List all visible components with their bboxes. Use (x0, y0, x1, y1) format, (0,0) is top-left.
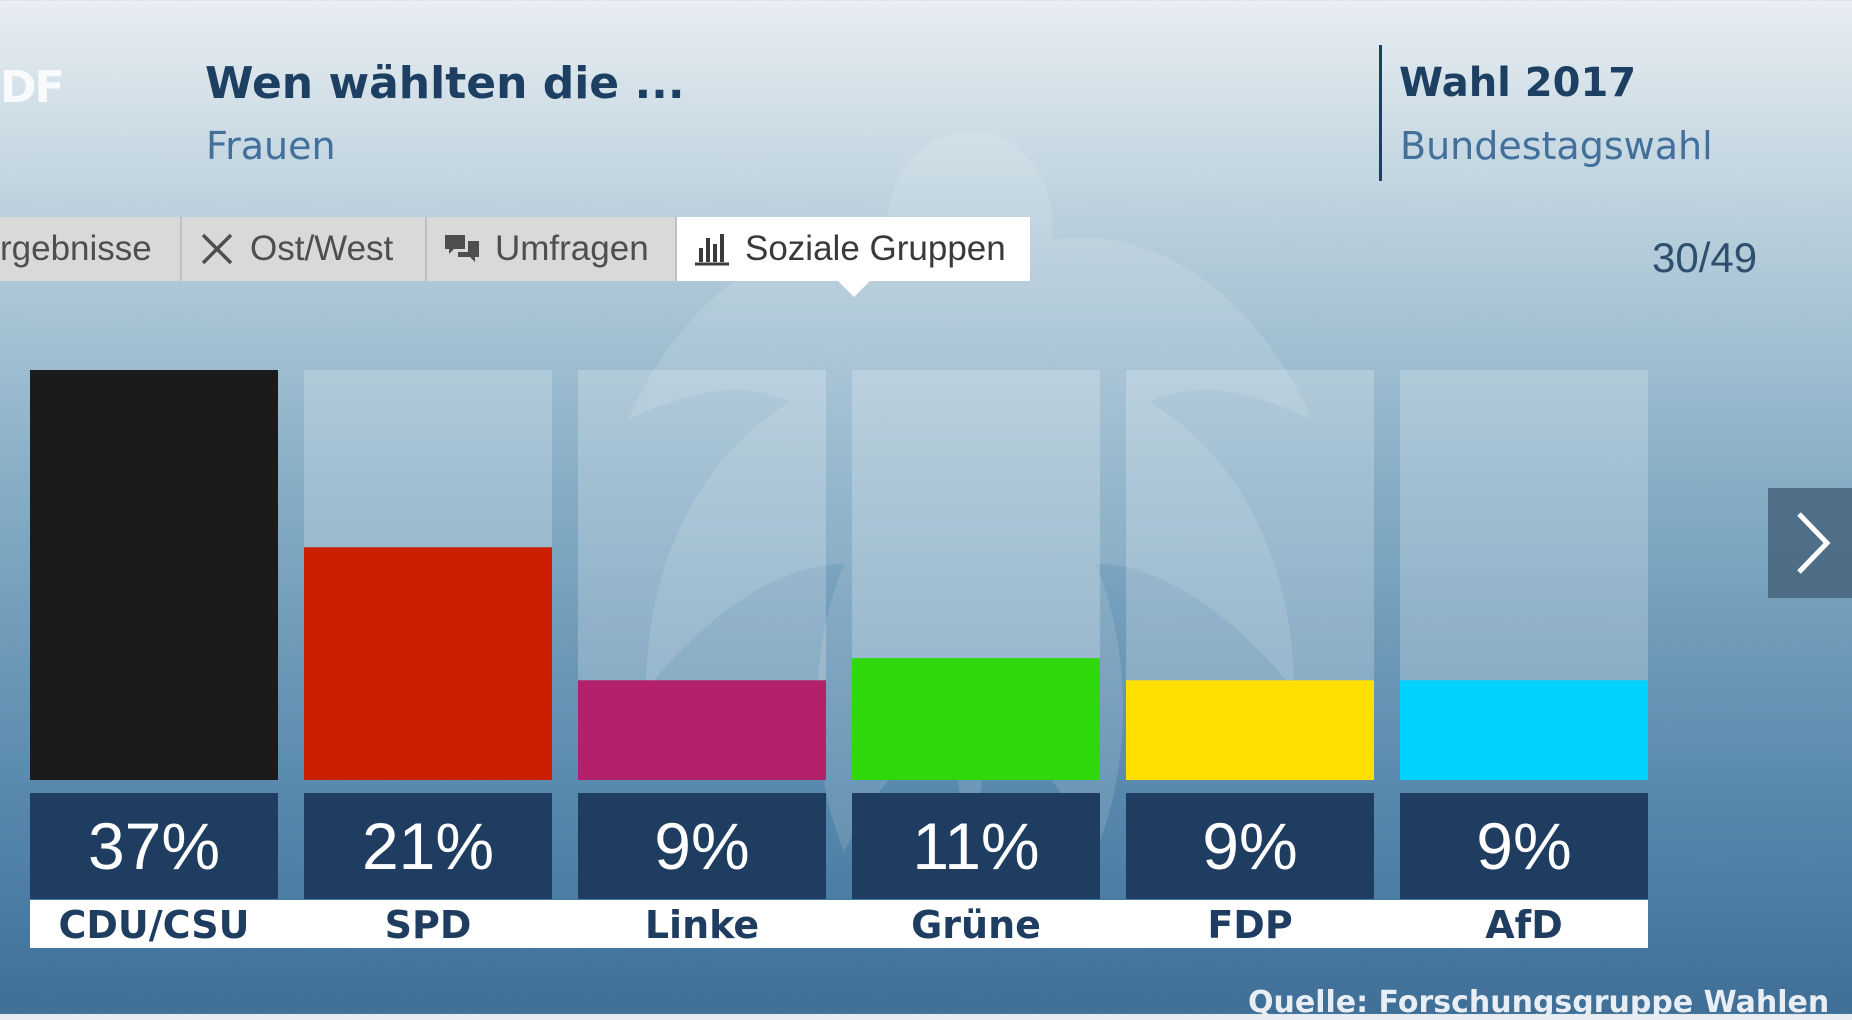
bar-gr-ne (852, 658, 1100, 780)
category-label: Linke (645, 903, 759, 947)
category-label: AfD (1485, 903, 1562, 947)
tab-label: rgebnisse (0, 229, 152, 268)
page-counter: 30/49 (1652, 234, 1758, 281)
category-label: CDU/CSU (59, 903, 250, 947)
value-box (30, 793, 278, 899)
chevron-right-icon (1797, 512, 1831, 574)
category-label: FDP (1207, 903, 1292, 947)
eagle-watermark (628, 132, 1312, 888)
category-label-band (30, 900, 1648, 948)
tab-ergebnisse[interactable]: rgebnisse (0, 217, 182, 281)
page-title: Wen wählten die ... (205, 58, 685, 109)
source-note: Quelle: Forschungsgruppe Wahlen (1248, 985, 1830, 1020)
value-label: 37% (88, 809, 220, 883)
bar-spd (304, 547, 552, 780)
value-box (304, 793, 552, 899)
bar-afd (1400, 680, 1648, 780)
close-icon (201, 233, 233, 265)
bar-cdu-csu (30, 370, 278, 780)
value-label: 9% (1476, 809, 1571, 883)
tab-bar: rgebnisse Ost/West Umfragen Soziale Grup… (0, 217, 1030, 297)
value-box (578, 793, 826, 899)
value-label: 9% (1202, 809, 1297, 883)
tab-umfragen[interactable]: Umfragen (427, 217, 677, 281)
zdf-logo: DF (0, 62, 65, 113)
next-button[interactable] (1768, 488, 1852, 598)
tab-soziale-gruppen[interactable]: Soziale Gruppen (677, 217, 1030, 297)
bar-fdp (1126, 680, 1374, 780)
value-box (1126, 793, 1374, 899)
tab-label: Ost/West (250, 229, 394, 268)
page-subtitle: Frauen (206, 124, 336, 168)
tab-ost-west[interactable]: Ost/West (182, 217, 427, 281)
category-label: Grüne (911, 903, 1041, 947)
speech-bubbles-icon (445, 235, 479, 262)
category-label: SPD (385, 903, 472, 947)
tab-label: Soziale Gruppen (745, 229, 1006, 268)
brand-subtitle: Bundestagswahl (1400, 124, 1713, 168)
bar-linke (578, 680, 826, 780)
brand-title: Wahl 2017 (1399, 60, 1637, 106)
value-label: 9% (654, 809, 749, 883)
value-box (1400, 793, 1648, 899)
value-box (852, 793, 1100, 899)
bar-chart-icon (695, 234, 729, 266)
value-label: 21% (362, 809, 494, 883)
brand-divider (1379, 45, 1382, 181)
tab-label: Umfragen (495, 229, 649, 268)
value-label: 11% (912, 809, 1039, 883)
